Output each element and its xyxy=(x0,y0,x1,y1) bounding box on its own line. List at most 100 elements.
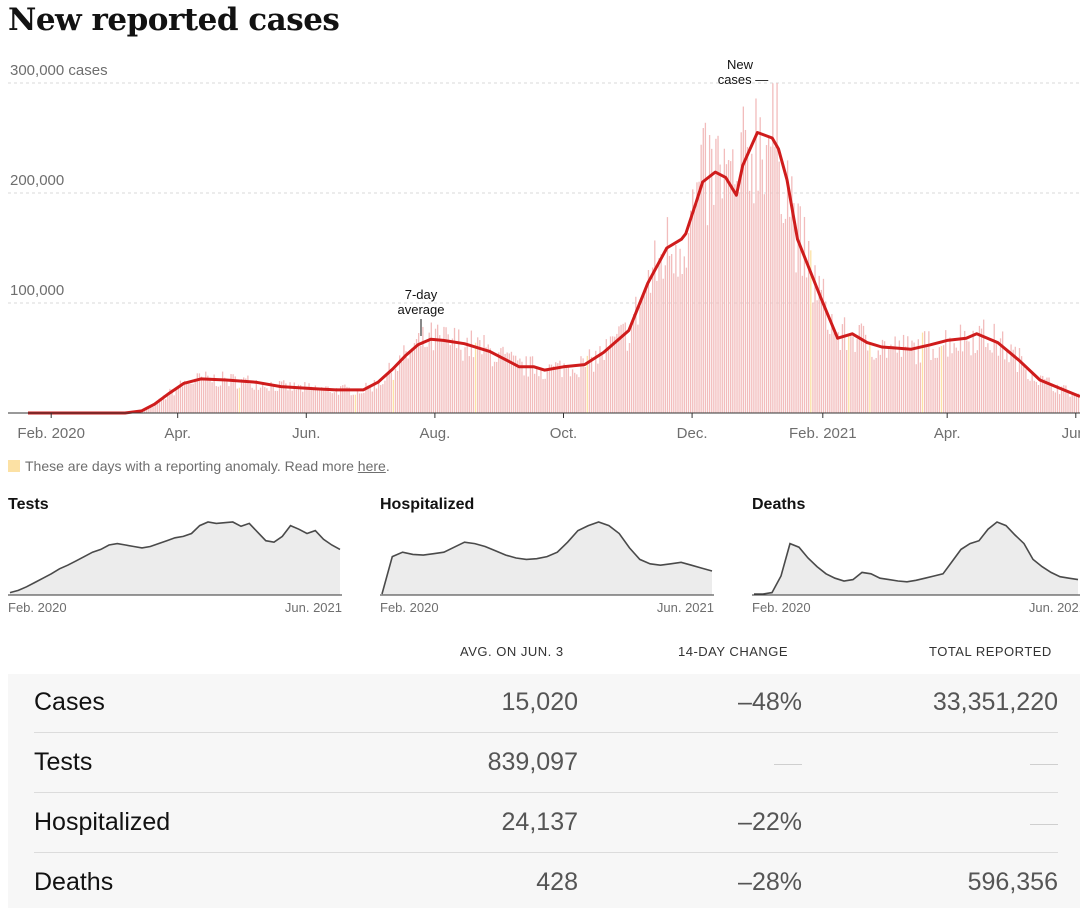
daily-case-bar xyxy=(268,391,269,413)
daily-case-bar xyxy=(795,272,796,413)
daily-case-bar xyxy=(188,384,189,413)
mini-chart-start-label: Feb. 2020 xyxy=(752,600,811,615)
column-header-avg: AVG. ON JUN. 3 xyxy=(460,644,564,659)
daily-case-bar xyxy=(1059,394,1060,413)
daily-case-bar xyxy=(184,381,185,413)
daily-case-bar xyxy=(890,345,891,413)
daily-case-bar xyxy=(439,335,440,413)
daily-case-bar xyxy=(1074,394,1075,413)
daily-case-bar xyxy=(755,98,756,413)
column-header-total: TOTAL REPORTED xyxy=(929,644,1052,659)
daily-case-bar xyxy=(275,391,276,413)
daily-case-bar xyxy=(991,353,992,413)
daily-case-bar xyxy=(738,192,739,413)
daily-case-bar xyxy=(563,363,564,413)
daily-case-bar xyxy=(363,393,364,413)
mini-chart-title: Deaths xyxy=(752,496,805,514)
daily-case-bar xyxy=(730,161,731,413)
daily-case-bar xyxy=(764,194,765,413)
x-tick-label: Feb. 2020 xyxy=(17,425,85,442)
daily-case-bar xyxy=(382,384,383,413)
daily-case-bar xyxy=(485,347,486,413)
daily-case-bar xyxy=(228,386,229,413)
daily-case-bar xyxy=(766,145,767,413)
daily-case-bar xyxy=(935,358,936,413)
daily-case-bar xyxy=(380,385,381,413)
daily-case-bar xyxy=(391,373,392,413)
daily-case-bar xyxy=(962,351,963,413)
daily-case-bar xyxy=(1034,381,1035,413)
daily-case-bar xyxy=(317,389,318,413)
anomaly-read-more-link[interactable]: here xyxy=(358,458,386,474)
anomaly-swatch-icon xyxy=(8,460,20,472)
daily-case-bar xyxy=(201,377,202,413)
daily-case-bar xyxy=(616,334,617,413)
daily-case-bar xyxy=(816,300,817,413)
daily-case-bar xyxy=(448,334,449,413)
daily-case-bar xyxy=(897,353,898,413)
daily-case-bar xyxy=(692,189,693,413)
daily-case-bar xyxy=(266,388,267,413)
daily-case-bar xyxy=(492,366,493,413)
daily-case-bar xyxy=(711,149,712,413)
daily-case-bar xyxy=(441,339,442,413)
daily-case-bar xyxy=(306,387,307,413)
daily-case-bar xyxy=(789,217,790,413)
daily-case-bar xyxy=(313,389,314,413)
daily-case-bar xyxy=(367,386,368,413)
daily-case-bar xyxy=(964,331,965,413)
daily-case-bar xyxy=(751,154,752,413)
daily-case-bar xyxy=(152,407,153,413)
daily-case-bar xyxy=(608,349,609,413)
daily-case-bar xyxy=(972,331,973,413)
daily-case-bar xyxy=(353,395,354,413)
daily-case-bar xyxy=(911,341,912,413)
daily-case-bar xyxy=(226,381,227,413)
x-tick-label: Jun. xyxy=(292,425,320,442)
daily-case-bar xyxy=(977,350,978,413)
daily-case-bar xyxy=(724,149,725,413)
daily-case-bar xyxy=(292,391,293,413)
daily-case-bar xyxy=(945,330,946,413)
daily-case-bar xyxy=(768,136,769,413)
new-cases-label-line1: New xyxy=(727,57,754,72)
daily-case-bar xyxy=(410,352,411,413)
daily-case-bar xyxy=(650,293,651,413)
daily-case-bar xyxy=(209,378,210,413)
tests-sparkline xyxy=(8,516,342,596)
daily-case-bar xyxy=(833,330,834,413)
daily-case-bar xyxy=(728,160,729,413)
daily-case-bar xyxy=(224,378,225,413)
daily-case-bar xyxy=(462,361,463,413)
daily-case-bar xyxy=(1067,391,1068,413)
daily-case-bar xyxy=(646,288,647,413)
daily-case-bar xyxy=(488,344,489,413)
daily-case-bar xyxy=(892,346,893,413)
daily-case-bar xyxy=(216,386,217,413)
daily-case-bar xyxy=(745,130,746,413)
daily-case-bar xyxy=(479,340,480,413)
row-avg: 24,137 xyxy=(378,808,578,837)
daily-case-bar xyxy=(1027,379,1028,413)
daily-case-bar xyxy=(800,206,801,413)
daily-case-bar xyxy=(717,136,718,413)
daily-case-bar xyxy=(873,360,874,413)
daily-case-bar xyxy=(1038,385,1039,413)
daily-case-bar xyxy=(996,341,997,413)
daily-case-bar xyxy=(262,382,263,413)
daily-case-bar xyxy=(736,181,737,413)
daily-case-bar xyxy=(880,355,881,413)
anomaly-bar xyxy=(239,388,240,413)
daily-case-bar xyxy=(726,164,727,413)
daily-case-bar xyxy=(970,355,971,413)
daily-case-bar xyxy=(675,245,676,413)
daily-case-bar xyxy=(273,385,274,413)
daily-case-bar xyxy=(652,268,653,413)
daily-case-bar xyxy=(682,274,683,413)
x-tick-label: Aug. xyxy=(419,425,450,442)
daily-case-bar xyxy=(631,322,632,413)
daily-case-bar xyxy=(658,258,659,413)
daily-case-bar xyxy=(779,162,780,413)
row-change: –48% xyxy=(602,688,802,717)
